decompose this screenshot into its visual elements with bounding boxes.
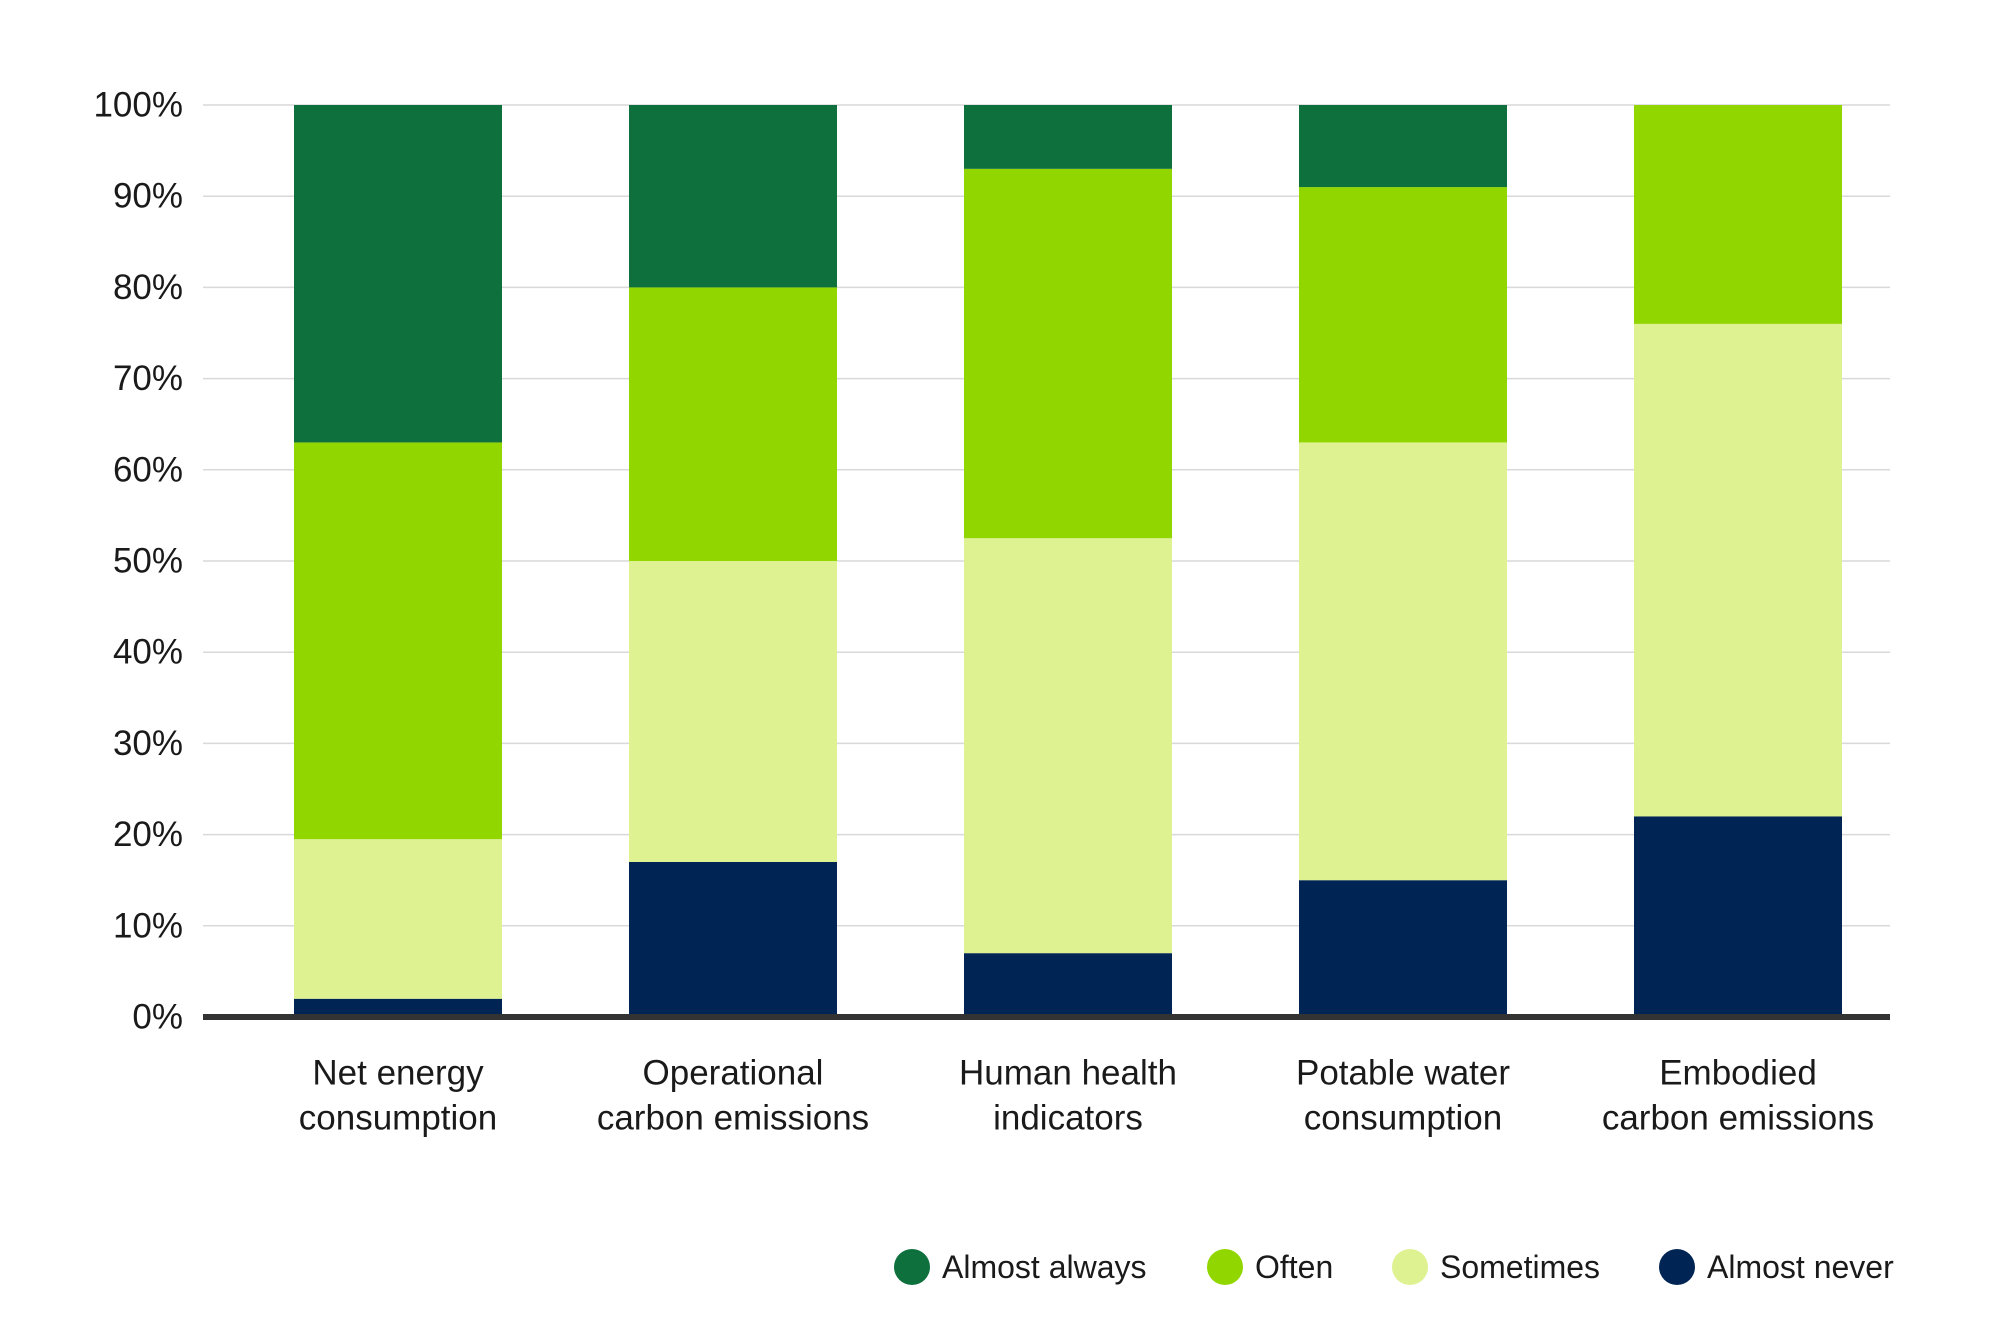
bar-segment [1299,880,1507,1017]
x-category-label: Operational [643,1054,824,1093]
x-category-label: Net energy [312,1054,484,1093]
bar-segment [1634,323,1842,817]
legend-swatch [1392,1249,1428,1285]
legend: Almost always Often Sometimes Almost never [894,1249,1894,1285]
bar-segment [629,561,837,862]
x-category-label: indicators [993,1099,1143,1138]
y-axis-ticks: 0% 10% 20% 30% 40% 50% 60% 70% 80% 90% 100% [93,86,183,1037]
y-tick-label: 80% [113,268,183,307]
bar-segment [1634,105,1842,324]
bar-segment [629,861,837,1017]
bar-segment [629,105,837,288]
legend-label: Sometimes [1440,1249,1600,1285]
bar-segment [294,442,502,840]
bar-segment [294,839,502,999]
y-tick-label: 90% [113,177,183,216]
x-category-label: Potable water [1296,1054,1510,1093]
bars [294,105,1842,1017]
y-tick-label: 0% [132,998,183,1037]
x-category-label: Embodied [1659,1054,1817,1093]
y-tick-label: 50% [113,542,183,581]
legend-swatch [894,1249,930,1285]
x-category-label: carbon emissions [597,1099,869,1138]
y-tick-label: 100% [93,86,183,125]
x-category-label: Human health [959,1054,1177,1093]
y-tick-label: 40% [113,633,183,672]
x-axis-labels: Net energy consumption Operational carbon e… [299,1054,1874,1138]
bar-segment [964,168,1172,539]
x-category-label: consumption [1304,1099,1502,1138]
bar-segment [294,105,502,443]
bar-segment [1299,105,1507,188]
bar-segment [1299,442,1507,881]
bar-segment [964,953,1172,1017]
bar-segment [1634,816,1842,1017]
legend-label: Almost never [1707,1249,1894,1285]
y-tick-label: 70% [113,359,183,398]
legend-swatch [1659,1249,1695,1285]
bar-segment [629,287,837,561]
y-tick-label: 10% [113,906,183,945]
legend-label: Almost always [942,1249,1147,1285]
x-category-label: consumption [299,1099,497,1138]
legend-swatch [1207,1249,1243,1285]
bar-segment [964,538,1172,954]
x-category-label: carbon emissions [1602,1099,1874,1138]
bar-segment [294,998,502,1017]
bar-segment [964,105,1172,169]
bar-segment [1299,187,1507,443]
y-tick-label: 20% [113,815,183,854]
y-tick-label: 30% [113,724,183,763]
y-tick-label: 60% [113,450,183,489]
legend-label: Often [1255,1249,1333,1285]
